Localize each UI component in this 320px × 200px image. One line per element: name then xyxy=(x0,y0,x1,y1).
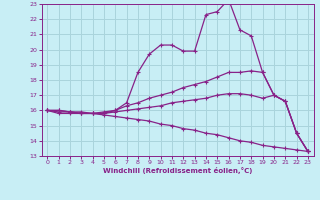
X-axis label: Windchill (Refroidissement éolien,°C): Windchill (Refroidissement éolien,°C) xyxy=(103,167,252,174)
